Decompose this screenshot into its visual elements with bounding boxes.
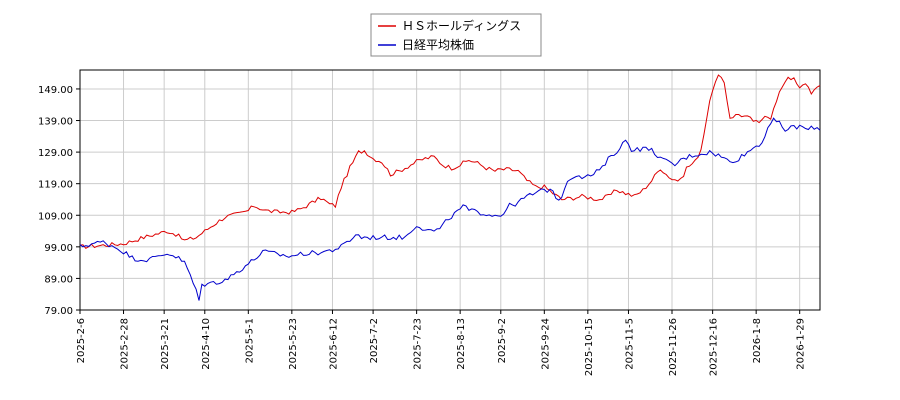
legend-label-hs-holdings: ＨＳホールディングス — [402, 18, 521, 33]
x-axis: 2025-2-6 2025-2-28 2025-3-21 2025-4-10 2025-… — [76, 310, 807, 376]
y-tick-label: 139.00 — [38, 117, 73, 128]
x-tick-label: 2026-1-29 — [796, 318, 807, 370]
x-tick-label: 2025-4-10 — [201, 318, 212, 370]
x-tick-label: 2025-2-6 — [76, 318, 87, 363]
y-tick-label: 99.00 — [44, 243, 73, 254]
grid-lines — [79, 70, 820, 311]
legend-label-nikkei: 日経平均株価 — [402, 37, 474, 52]
x-tick-label: 2025-11-26 — [668, 318, 679, 376]
y-tick-label: 129.00 — [38, 148, 73, 159]
x-tick-label: 2025-7-23 — [413, 318, 424, 370]
x-tick-label: 2025-8-13 — [456, 318, 467, 370]
x-tick-label: 2025-9-24 — [540, 318, 551, 370]
x-tick-label: 2025-5-23 — [288, 318, 299, 370]
legend-box — [370, 13, 542, 57]
y-tick-label: 79.00 — [44, 306, 73, 317]
x-tick-label: 2025-12-16 — [709, 318, 720, 376]
x-tick-label: 2025-11-5 — [624, 318, 635, 370]
y-tick-label: 149.00 — [38, 85, 73, 96]
y-axis: 149.00 139.00 129.00 119.00 109.00 99.00 89.00… — [38, 85, 80, 317]
plot-frame — [79, 69, 821, 311]
series-line-nikkei — [79, 117, 821, 301]
x-tick-label: 2025-7-2 — [369, 318, 380, 363]
y-tick-label: 119.00 — [38, 180, 73, 191]
series-layer — [79, 74, 821, 301]
x-tick-label: 2025-10-15 — [584, 318, 595, 376]
y-tick-label: 89.00 — [44, 274, 73, 285]
x-tick-label: 2025-6-12 — [328, 318, 339, 370]
x-tick-label: 2025-3-21 — [160, 318, 171, 370]
y-tick-label: 109.00 — [38, 211, 73, 222]
x-tick-label: 2025-5-1 — [244, 318, 255, 363]
x-tick-label: 2026-1-8 — [752, 318, 763, 363]
x-tick-label: 2025-2-28 — [120, 318, 131, 370]
x-tick-label: 2025-9-2 — [497, 318, 508, 363]
series-line-hs-holdings — [79, 74, 821, 249]
legend: ＨＳホールディングス 日経平均株価 — [370, 13, 542, 57]
